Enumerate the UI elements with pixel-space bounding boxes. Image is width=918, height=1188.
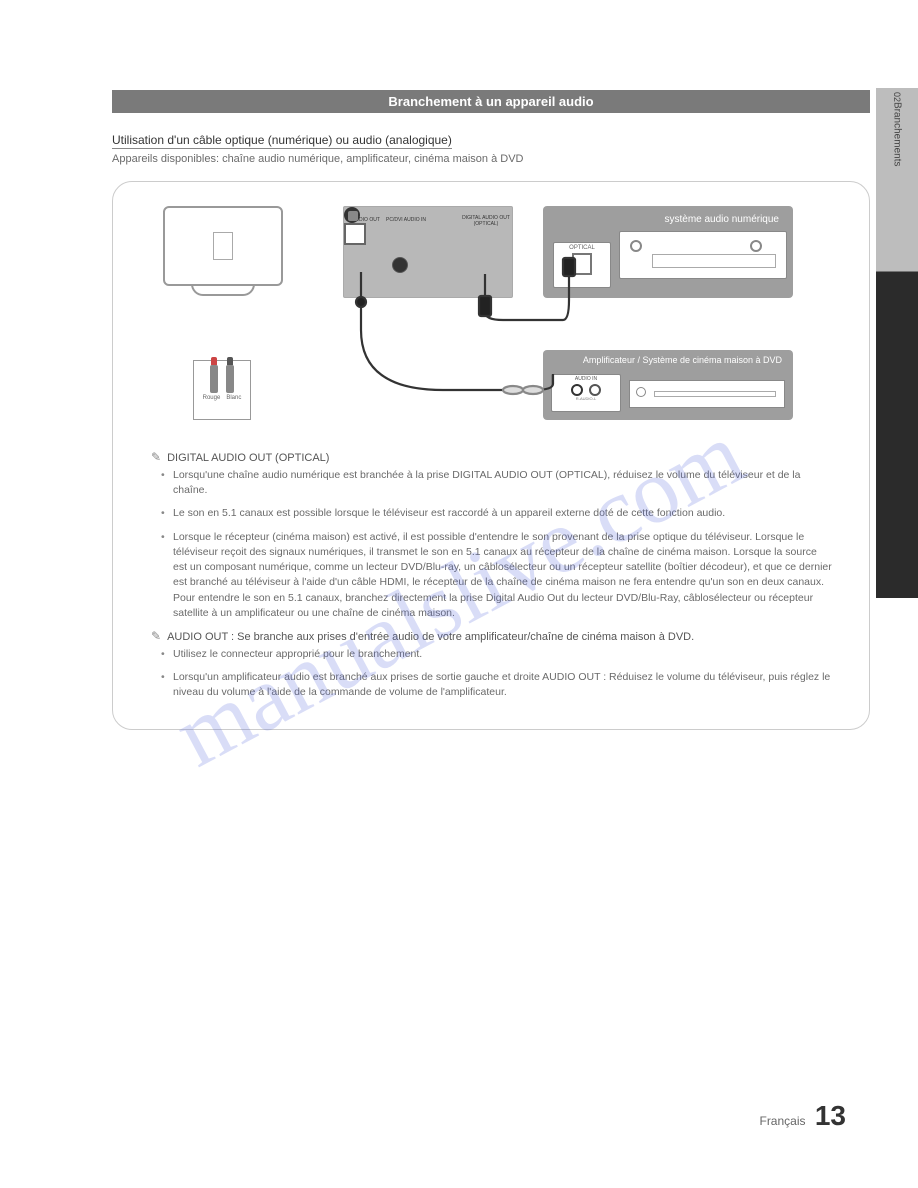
footer-language: Français [759, 1114, 805, 1128]
note-audio-out-head: AUDIO OUT : Se branche aux prises d'entr… [151, 629, 833, 643]
note-digital: DIGITAL AUDIO OUT (OPTICAL) Lorsqu'une c… [151, 450, 833, 621]
note-bullet: Lorsque le récepteur (cinéma maison) est… [173, 530, 833, 621]
note-bullet: Le son en 5.1 canaux est possible lorsqu… [173, 506, 833, 521]
subsection-title: Utilisation d'un câble optique (numériqu… [112, 133, 452, 149]
page-number: 13 [815, 1100, 846, 1131]
section-header: Branchement à un appareil audio [112, 90, 870, 113]
note-bullet: Lorsqu'une chaîne audio numérique est br… [173, 468, 833, 498]
page-footer: Français 13 [759, 1100, 846, 1132]
note-audio-out: AUDIO OUT : Se branche aux prises d'entr… [151, 629, 833, 701]
diagram-container: AUDIO OUT PC/DVI AUDIO IN DIGITAL AUDIO … [112, 181, 870, 730]
note-bullet: Lorsqu'un amplificateur audio est branch… [173, 670, 833, 700]
subsection-subtitle: Appareils disponibles: chaîne audio numé… [112, 153, 870, 165]
audio-cable-icon [133, 200, 833, 440]
note-digital-head: DIGITAL AUDIO OUT (OPTICAL) [151, 450, 833, 464]
note-bullet: Utilisez le connecteur approprié pour le… [173, 647, 833, 662]
connection-diagram: AUDIO OUT PC/DVI AUDIO IN DIGITAL AUDIO … [133, 200, 849, 440]
